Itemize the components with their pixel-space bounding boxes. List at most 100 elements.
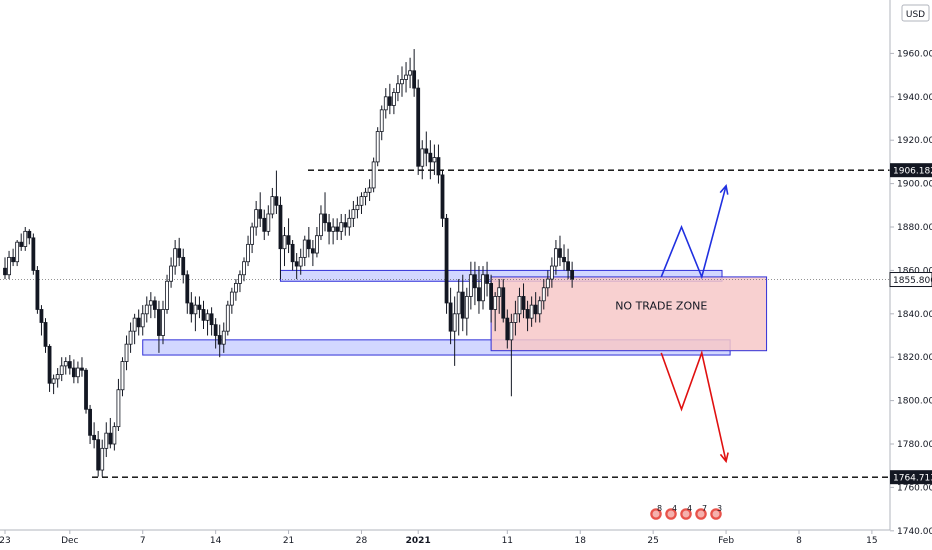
candle-body xyxy=(39,309,44,323)
candle-body xyxy=(355,204,360,211)
candle xyxy=(213,318,218,349)
candle-body xyxy=(217,335,222,345)
currency-label: USD xyxy=(906,10,925,20)
event-badge[interactable]: 4 xyxy=(678,504,694,522)
candle-body xyxy=(343,222,348,228)
candle xyxy=(473,261,477,306)
candle-body xyxy=(47,345,52,384)
candle-body xyxy=(570,270,575,280)
candle xyxy=(19,233,24,251)
candle-body xyxy=(201,309,206,321)
candle xyxy=(404,62,408,93)
candle-body xyxy=(432,157,437,163)
candle xyxy=(391,88,396,115)
candle-body xyxy=(270,196,275,215)
candle xyxy=(108,417,113,449)
candle xyxy=(501,279,506,323)
candle xyxy=(554,240,558,275)
candle xyxy=(570,261,575,288)
candle-body xyxy=(290,243,295,263)
candle xyxy=(371,157,376,193)
price-tick-label: 1820.000 xyxy=(897,353,932,363)
candle-body xyxy=(84,369,88,410)
candle xyxy=(485,261,489,297)
event-badges[interactable]: 8 4 4 7 3 xyxy=(648,504,724,522)
candle-body xyxy=(108,432,113,445)
candle-body xyxy=(11,256,16,263)
candle xyxy=(282,227,287,267)
currency-badge[interactable]: USD xyxy=(901,4,930,22)
price-tick-label: 1800.000 xyxy=(897,397,932,407)
candle-body xyxy=(554,248,558,267)
time-tick-label: 7 xyxy=(140,536,146,546)
candle-body xyxy=(274,196,279,206)
candle-body xyxy=(424,148,429,154)
candle xyxy=(238,270,242,293)
candle xyxy=(242,257,246,282)
price-axis[interactable]: 1960.000 1940.000 1920.000 1900.000 1880.000… xyxy=(889,0,932,537)
candle-body xyxy=(55,374,60,380)
candle xyxy=(319,205,323,241)
candle-body xyxy=(387,96,392,106)
candle-body xyxy=(404,74,408,80)
candle-body xyxy=(225,304,230,332)
candle xyxy=(327,213,331,245)
candle-body xyxy=(513,313,518,323)
candle xyxy=(306,227,311,258)
candle xyxy=(80,357,84,377)
candle-body xyxy=(302,239,307,258)
candle-body xyxy=(177,248,182,258)
time-tick-label: 23 xyxy=(0,536,11,546)
candle xyxy=(217,324,222,358)
candle xyxy=(15,240,20,267)
candle xyxy=(432,144,437,175)
candle-body xyxy=(452,313,457,332)
bullish-scenario-arrow-head xyxy=(719,183,729,195)
candle xyxy=(489,274,494,323)
candle xyxy=(545,270,550,297)
candle xyxy=(331,218,336,245)
candle xyxy=(128,322,133,353)
candle-body xyxy=(428,152,433,163)
candle xyxy=(412,49,417,97)
candle-body xyxy=(375,131,380,163)
candle xyxy=(278,196,283,280)
candle xyxy=(383,88,388,119)
candle-body xyxy=(549,265,554,280)
flag-icon xyxy=(712,510,720,518)
flag-icon xyxy=(697,510,705,518)
candle-body xyxy=(347,217,352,228)
candle-body xyxy=(254,209,259,228)
candle-body xyxy=(310,248,315,254)
price-label-box xyxy=(890,470,932,485)
price-label-box xyxy=(889,272,932,288)
candle-body xyxy=(80,367,84,371)
candle xyxy=(562,244,566,271)
candle-body xyxy=(116,389,121,428)
candle-body xyxy=(278,204,283,250)
candle-body xyxy=(262,217,267,232)
candle xyxy=(521,283,526,319)
candle-body xyxy=(294,261,299,267)
candle-body xyxy=(306,239,311,250)
event-badge[interactable]: 7 xyxy=(693,504,709,522)
candle-body xyxy=(440,174,445,219)
scenario-arrows xyxy=(660,183,729,464)
event-badge[interactable]: 8 xyxy=(648,504,664,522)
candle-body xyxy=(505,317,510,341)
time-axis[interactable]: 23 Dec 7 14 21 28 2021 11 18 25 Feb 8 15 xyxy=(0,529,890,546)
candle-body xyxy=(266,213,271,232)
candle-body xyxy=(464,296,469,319)
candle xyxy=(71,359,76,384)
candle-body xyxy=(63,361,68,367)
candle xyxy=(116,378,121,431)
event-badge[interactable]: 3 xyxy=(708,504,724,522)
candle xyxy=(396,75,400,102)
candle-body xyxy=(489,283,494,310)
event-badge[interactable]: 4 xyxy=(663,504,679,522)
candle xyxy=(140,305,145,336)
candle-body xyxy=(209,313,214,326)
candle xyxy=(169,257,173,288)
flag-icon xyxy=(667,510,675,518)
